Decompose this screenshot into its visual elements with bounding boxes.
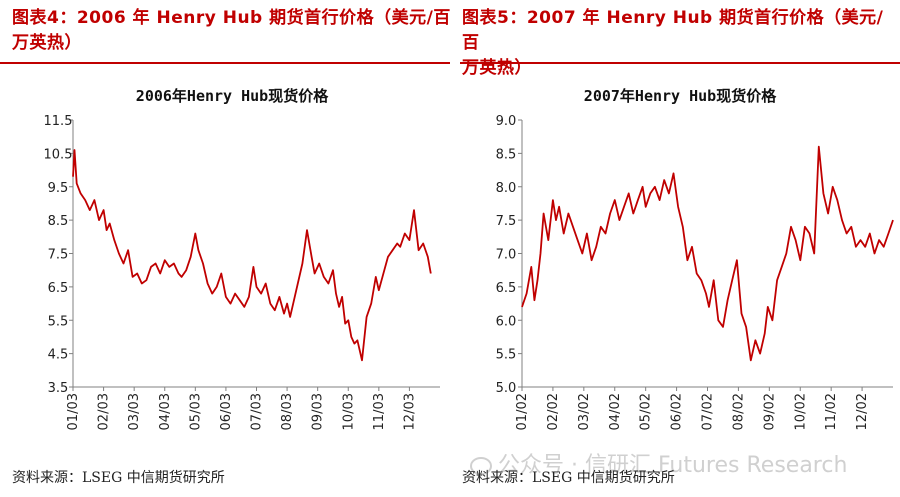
y-tick-label: 8.0: [496, 181, 517, 196]
source-left: 资料来源：LSEG 中信期货研究所: [12, 470, 225, 486]
x-tick-label: 04/02: [608, 393, 623, 430]
x-tick-label: 06/03: [219, 393, 234, 430]
x-tick-label: 10/02: [793, 393, 808, 430]
x-tick-label: 01/03: [66, 393, 81, 430]
y-tick-label: 3.5: [48, 381, 69, 396]
x-tick-label: 05/02: [639, 393, 654, 430]
x-tick-label: 09/03: [311, 393, 326, 430]
y-tick-label: 5.5: [48, 314, 69, 329]
x-tick-label: 02/03: [97, 393, 112, 430]
x-tick-label: 12/03: [402, 393, 417, 430]
chart-title: 2007年Henry Hub现货价格: [584, 87, 777, 105]
y-tick-label: 11.5: [44, 114, 73, 129]
x-tick-label: 05/03: [188, 393, 203, 430]
y-tick-label: 8.5: [48, 214, 69, 229]
chart-2006: 2006年Henry Hub现货价格 11.5 10.5 9.5 8.5 7.5 6.5 5.…: [44, 87, 440, 430]
x-tick-label: 08/03: [280, 393, 295, 430]
panel-title-left-line2: 万英热）: [12, 33, 82, 53]
y-tick-label: 6.0: [496, 314, 517, 329]
panel-title-left-line1: 图表4：2006 年 Henry Hub 期货首行价格（美元/百: [12, 8, 451, 28]
x-tick-label: 06/02: [670, 393, 685, 430]
y-tick-label: 6.5: [496, 281, 517, 296]
watermark-text: 公众号 · 信研汇 Futures Research: [498, 453, 848, 478]
x-tick-label: 11/03: [372, 393, 387, 430]
series-line: [521, 145, 894, 362]
chart-2007: 2007年Henry Hub现货价格 9.0 8.5 8.0 7.5 7.0 6.5 6.0 5…: [496, 87, 894, 430]
y-tick-label: 5.5: [496, 348, 517, 363]
x-tick-label: 07/02: [701, 393, 716, 430]
y-tick-label: 5.0: [496, 381, 517, 396]
x-tick-label: 04/03: [158, 393, 173, 430]
y-tick-label: 8.5: [496, 147, 517, 162]
x-tick-label: 11/02: [824, 393, 839, 430]
x-tick-label: 10/03: [341, 393, 356, 430]
x-tick-label: 07/03: [250, 393, 265, 430]
panel-title-right-line1: 图表5：2007 年 Henry Hub 期货首行价格（美元/百: [462, 8, 884, 53]
x-tick-label: 02/02: [546, 393, 561, 430]
y-tick-label: 7.5: [48, 248, 69, 263]
x-tick-label: 03/03: [127, 393, 142, 430]
y-tick-label: 4.5: [48, 348, 69, 363]
y-tick-label: 10.5: [44, 147, 73, 162]
watermark: 公众号 · 信研汇 Futures Research: [470, 447, 847, 479]
x-tick-label: 01/02: [515, 393, 530, 430]
wechat-icon: [470, 457, 492, 475]
y-tick-label: 9.5: [48, 181, 69, 196]
title-rule-gap: [450, 62, 460, 64]
panel-title-left: 图表4：2006 年 Henry Hub 期货首行价格（美元/百 万英热）: [12, 6, 451, 56]
x-tick-label: 08/02: [731, 393, 746, 430]
y-tick-label: 6.5: [48, 281, 69, 296]
series-line: [72, 149, 432, 362]
y-tick-label: 7.0: [496, 248, 517, 263]
x-tick-label: 09/02: [762, 393, 777, 430]
y-tick-label: 7.5: [496, 214, 517, 229]
y-tick-label: 9.0: [496, 114, 517, 129]
chart-title: 2006年Henry Hub现货价格: [136, 87, 329, 105]
x-tick-label: 03/02: [577, 393, 592, 430]
x-tick-label: 12/02: [855, 393, 870, 430]
panel-title-right: 图表5：2007 年 Henry Hub 期货首行价格（美元/百 万英热）: [462, 6, 900, 81]
source-right: 资料来源：LSEG 中信期货研究所: [462, 470, 675, 486]
